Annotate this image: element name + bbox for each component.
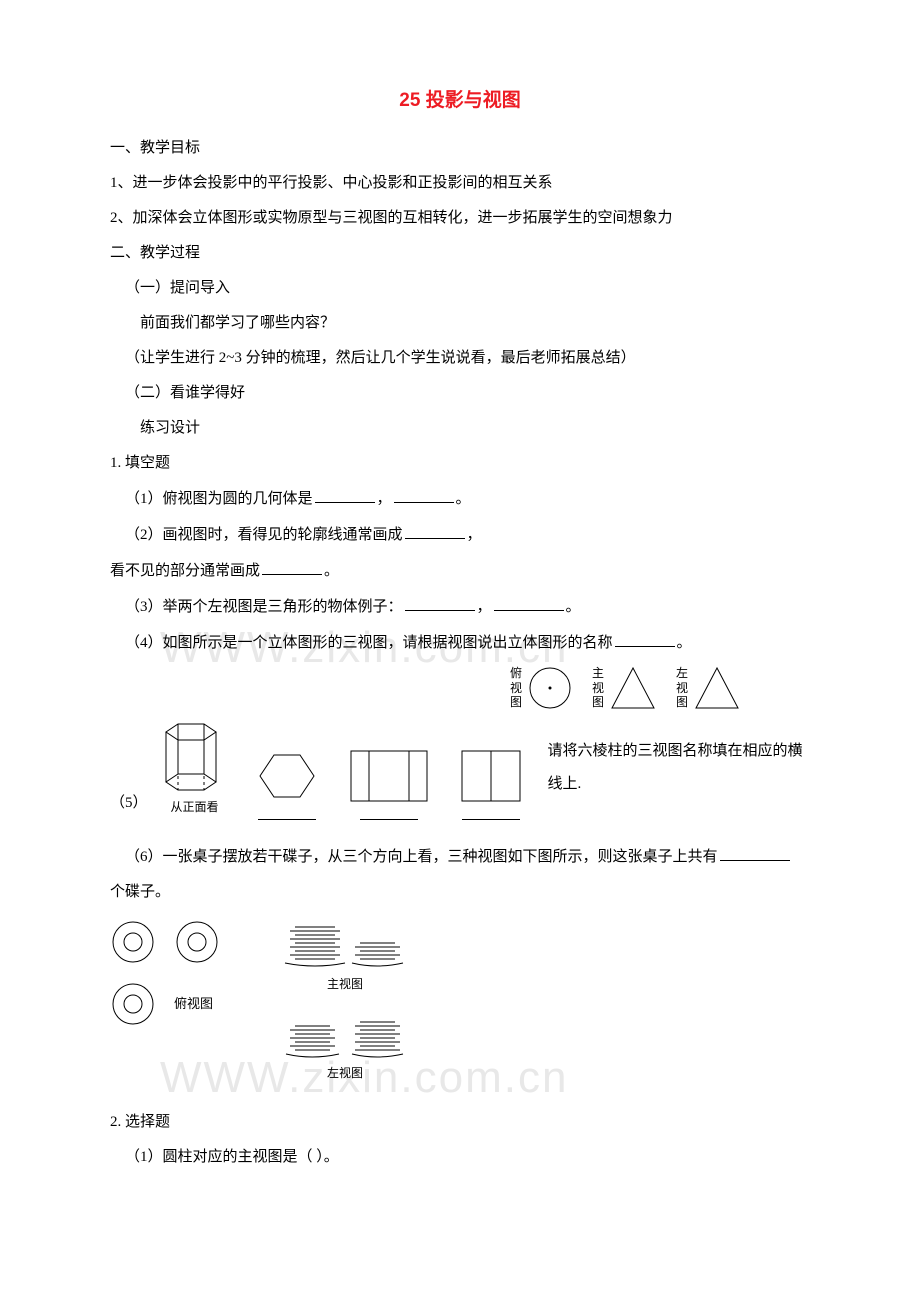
document-content: 25 投影与视图 一、教学目标 1、进一步体会投影中的平行投影、中心投影和正投影… [110, 80, 810, 1174]
hexagon-icon [256, 747, 318, 805]
separator: ， [477, 599, 492, 615]
question-6-end: 个碟子。 [110, 876, 810, 909]
question-5: （5） 从正面看 [110, 716, 810, 820]
section-heading: 二、教学过程 [110, 237, 810, 270]
label-top-view: 俯视图 [510, 666, 522, 709]
q4-text: （4）如图所示是一个立体图形的三视图，请根据视图说出立体图形的名称 [125, 635, 613, 651]
question-4: （4）如图所示是一个立体图形的三视图，请根据视图说出立体图形的名称 。 [110, 626, 810, 660]
question-2: （2）画视图时，看得见的轮廓线通常画成 ， [110, 518, 810, 552]
q5-suffix: 请将六棱柱的三视图名称填在相应的横线上. [548, 735, 810, 801]
label-left-view: 左视图 [676, 666, 688, 709]
blank [258, 805, 316, 820]
label-left-view: 左视图 [327, 1060, 363, 1086]
question-1: （1）俯视图为圆的几何体是 ， 。 [110, 482, 810, 516]
circle-icon [526, 664, 574, 712]
plates-stack-left-icon [280, 1014, 410, 1058]
blank [405, 590, 475, 611]
plates-stack-front-icon [280, 919, 410, 969]
period: 。 [677, 635, 692, 651]
choice-heading: 2. 选择题 [110, 1106, 810, 1139]
blank [405, 518, 465, 539]
section-heading: 一、教学目标 [110, 132, 810, 165]
sub-heading: （一）提问导入 [110, 272, 810, 305]
q4-figure: 俯视图 主视图 左视图 [510, 664, 810, 712]
question-6: （6）一张桌子摆放若干碟子，从三个方向上看，三种视图如下图所示，则这张桌子上共有 [110, 840, 810, 874]
question-3: （3）举两个左视图是三角形的物体例子： ， 。 [110, 590, 810, 624]
paragraph: 2、加深体会立体图形或实物原型与三视图的互相转化，进一步拓展学生的空间想象力 [110, 202, 810, 235]
rectangle-2col-icon [460, 749, 522, 805]
triangle-icon [692, 664, 742, 712]
blank [360, 805, 418, 820]
q1-text: （1）俯视图为圆的几何体是 [125, 491, 313, 507]
comma: ， [467, 527, 482, 543]
blank [720, 840, 790, 861]
period: 。 [324, 563, 339, 579]
blank [394, 482, 454, 503]
blank [315, 482, 375, 503]
blank [494, 590, 564, 611]
plate-circle-icon [110, 981, 156, 1027]
plate-circle-icon [110, 919, 156, 965]
q6-after: 个碟子。 [110, 884, 170, 900]
choice-q1: （1）圆柱对应的主视图是（ ）。 [110, 1141, 810, 1174]
q2b-text: 看不见的部分通常画成 [110, 563, 260, 579]
page-title: 25 投影与视图 [110, 80, 810, 122]
label-front-view: 主视图 [327, 971, 363, 997]
question-heading: 1. 填空题 [110, 447, 810, 480]
blank [615, 626, 675, 647]
q2-text: （2）画视图时，看得见的轮廓线通常画成 [125, 527, 403, 543]
question-2b: 看不见的部分通常画成 。 [110, 554, 810, 588]
sub-heading: （二）看谁学得好 [110, 377, 810, 410]
q5-prefix: （5） [110, 787, 148, 820]
period: 。 [456, 491, 471, 507]
q3-text: （3）举两个左视图是三角形的物体例子： [125, 599, 403, 615]
triangle-icon [608, 664, 658, 712]
blank [462, 805, 520, 820]
plate-circle-icon [174, 919, 220, 965]
paragraph: 练习设计 [110, 412, 810, 445]
q6-figure: 俯视图 主视图 左视图 [110, 919, 810, 1086]
separator: ， [377, 491, 392, 507]
paragraph: 1、进一步体会投影中的平行投影、中心投影和正投影间的相互关系 [110, 167, 810, 200]
label-from-front: 从正面看 [171, 794, 219, 820]
label-front-view: 主视图 [592, 666, 604, 709]
period: 。 [566, 599, 581, 615]
label-top-view: 俯视图 [174, 990, 213, 1019]
paragraph: （让学生进行 2~3 分钟的梳理，然后让几个学生说说看，最后老师拓展总结） [110, 342, 810, 375]
rectangle-3col-icon [349, 749, 429, 805]
paragraph: 前面我们都学习了哪些内容？ [110, 307, 810, 340]
q6-text: （6）一张桌子摆放若干碟子，从三个方向上看，三种视图如下图所示，则这张桌子上共有 [125, 849, 718, 865]
hexagonal-prism-icon [160, 716, 230, 794]
blank [262, 554, 322, 575]
